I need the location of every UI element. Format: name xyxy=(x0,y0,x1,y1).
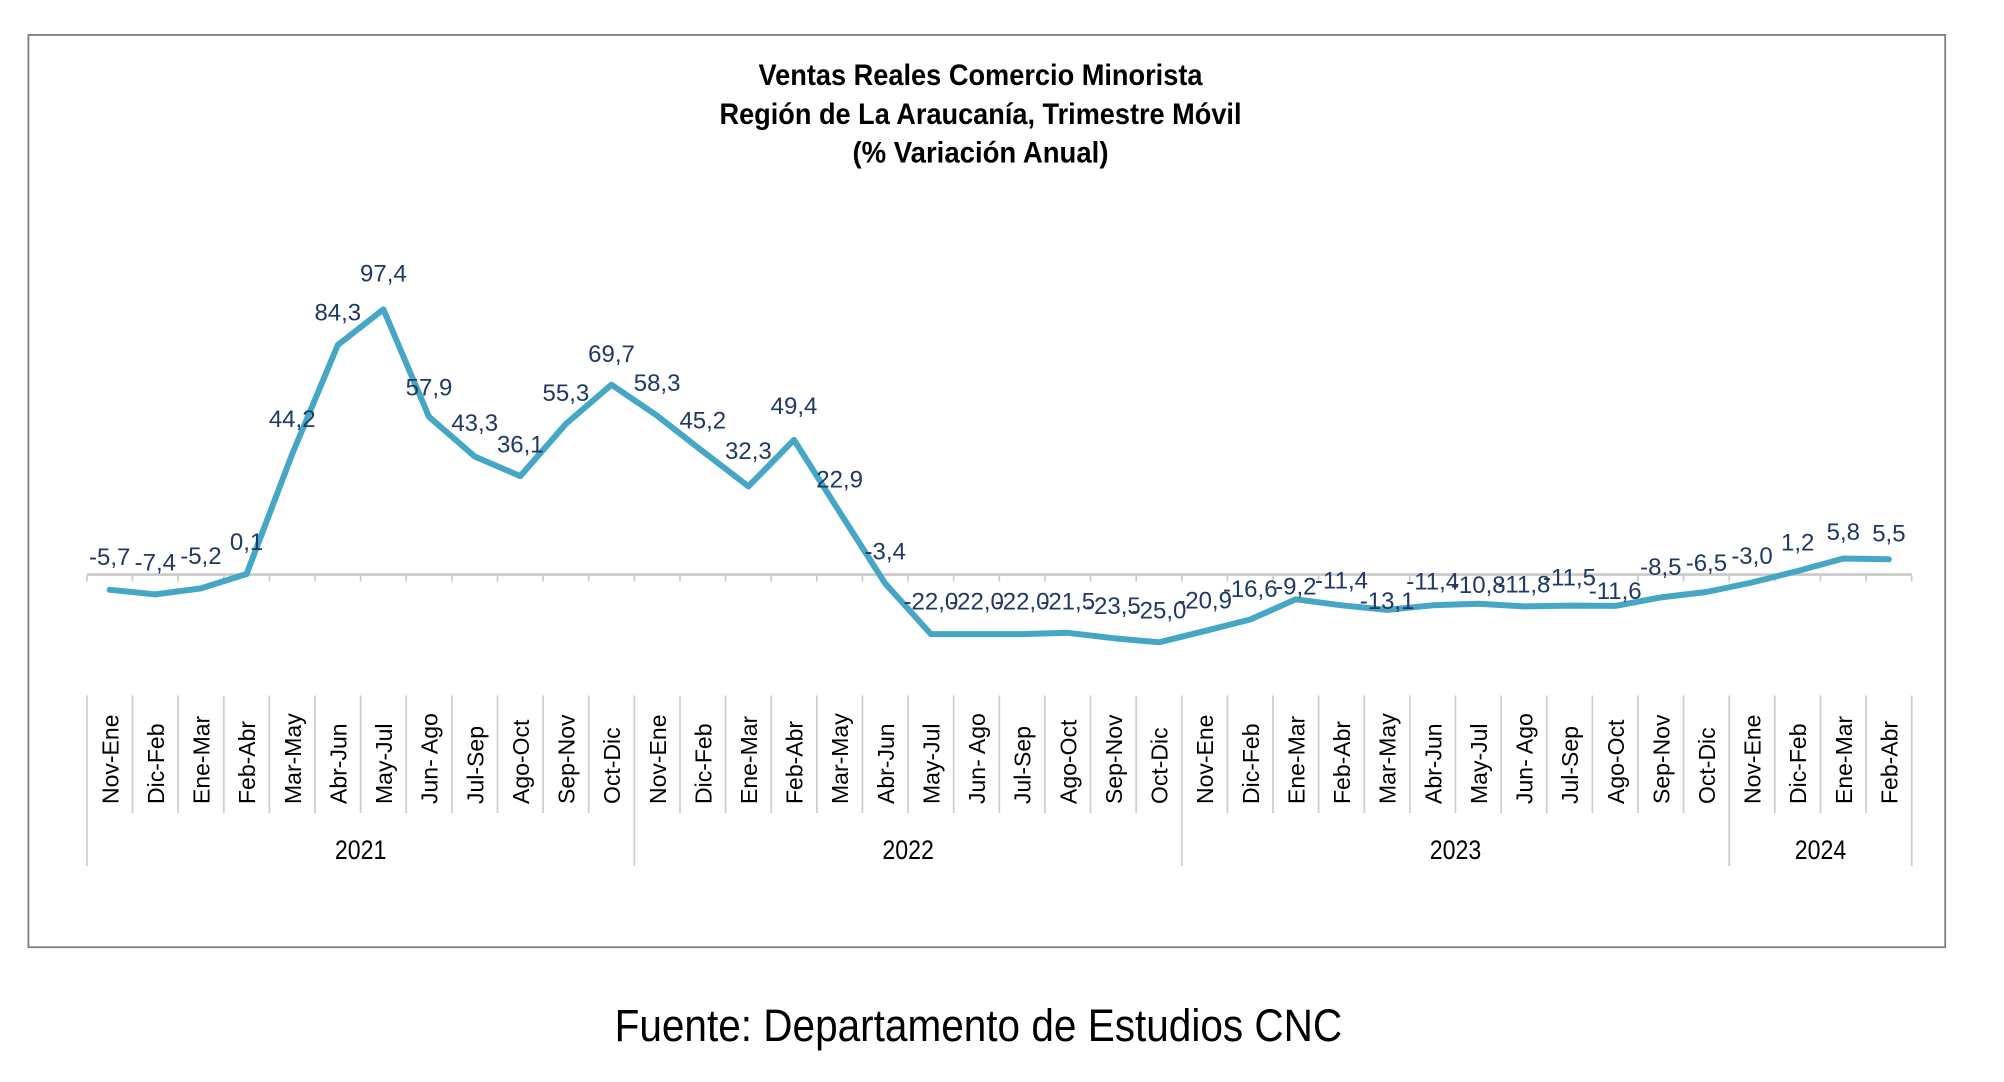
svg-text:Nov-Ene: Nov-Ene xyxy=(1192,715,1218,804)
svg-text:Oct-Dic: Oct-Dic xyxy=(599,727,625,804)
svg-text:97,4: 97,4 xyxy=(360,261,407,288)
svg-text:Oct-Dic: Oct-Dic xyxy=(1147,727,1173,804)
svg-text:Ventas Reales Comercio Minoris: Ventas Reales Comercio Minorista xyxy=(759,59,1203,92)
svg-text:Dic-Feb: Dic-Feb xyxy=(690,723,716,804)
svg-text:-5,7: -5,7 xyxy=(89,544,130,571)
svg-text:45,2: 45,2 xyxy=(679,408,726,435)
svg-text:-13,1: -13,1 xyxy=(1360,588,1415,615)
svg-text:Feb-Abr: Feb-Abr xyxy=(782,721,808,804)
svg-text:-11,4: -11,4 xyxy=(1315,567,1368,594)
svg-text:-3,0: -3,0 xyxy=(1731,543,1772,570)
svg-text:0,1: 0,1 xyxy=(230,529,263,556)
svg-text:Nov-Ene: Nov-Ene xyxy=(645,715,671,804)
svg-text:-22,0: -22,0 xyxy=(949,589,1004,616)
svg-text:Jul-Sep: Jul-Sep xyxy=(462,726,488,804)
svg-text:-20,9: -20,9 xyxy=(1177,588,1232,615)
svg-text:Abr-Jun: Abr-Jun xyxy=(1420,723,1446,804)
svg-text:2024: 2024 xyxy=(1795,835,1847,865)
svg-text:1,2: 1,2 xyxy=(1781,530,1814,557)
svg-text:-6,5: -6,5 xyxy=(1686,550,1727,577)
svg-text:Ago-Oct: Ago-Oct xyxy=(1055,719,1081,804)
svg-text:-22,0: -22,0 xyxy=(995,589,1050,616)
svg-text:58,3: 58,3 xyxy=(634,370,681,397)
svg-text:Jul-Sep: Jul-Sep xyxy=(1010,726,1036,804)
svg-text:-9,2: -9,2 xyxy=(1275,573,1316,600)
svg-text:Oct-Dic: Oct-Dic xyxy=(1694,727,1720,804)
svg-text:2022: 2022 xyxy=(882,835,934,865)
svg-text:-11,4: -11,4 xyxy=(1406,569,1459,596)
svg-text:Jun- Ago: Jun- Ago xyxy=(1512,713,1538,804)
svg-text:Dic-Feb: Dic-Feb xyxy=(1785,723,1811,804)
svg-text:Ago-Oct: Ago-Oct xyxy=(508,719,534,804)
svg-text:57,9: 57,9 xyxy=(406,375,453,402)
svg-text:Dic-Feb: Dic-Feb xyxy=(143,723,169,804)
svg-text:-10,8: -10,8 xyxy=(1451,572,1506,599)
svg-text:Feb-Abr: Feb-Abr xyxy=(1329,721,1355,804)
svg-text:Ene-Mar: Ene-Mar xyxy=(736,715,762,804)
svg-text:55,3: 55,3 xyxy=(543,380,590,407)
svg-text:-5,2: -5,2 xyxy=(180,543,221,570)
svg-text:May-Jul: May-Jul xyxy=(1466,723,1492,804)
svg-text:-23,5: -23,5 xyxy=(1086,593,1141,620)
svg-text:Jun- Ago: Jun- Ago xyxy=(964,713,990,804)
svg-text:Jul-Sep: Jul-Sep xyxy=(1557,726,1583,804)
svg-text:-7,4: -7,4 xyxy=(135,549,176,576)
svg-text:Ene-Mar: Ene-Mar xyxy=(1831,715,1857,804)
svg-text:Ago-Oct: Ago-Oct xyxy=(1603,719,1629,804)
svg-text:Jun- Ago: Jun- Ago xyxy=(417,713,443,804)
svg-text:43,3: 43,3 xyxy=(451,410,498,437)
svg-text:69,7: 69,7 xyxy=(588,341,635,368)
svg-text:-25,0: -25,0 xyxy=(1132,598,1187,625)
svg-text:5,5: 5,5 xyxy=(1872,520,1905,547)
svg-text:(% Variación Anual): (% Variación Anual) xyxy=(853,137,1109,170)
svg-text:May-Jul: May-Jul xyxy=(371,723,397,804)
svg-text:Ene-Mar: Ene-Mar xyxy=(1283,715,1309,804)
svg-text:-11,6: -11,6 xyxy=(1589,578,1642,605)
svg-text:-21,5: -21,5 xyxy=(1040,589,1095,616)
svg-text:2023: 2023 xyxy=(1430,835,1482,865)
svg-text:Feb-Abr: Feb-Abr xyxy=(1877,721,1903,804)
svg-text:Dic-Feb: Dic-Feb xyxy=(1238,723,1264,804)
svg-text:Nov-Ene: Nov-Ene xyxy=(97,715,123,804)
svg-text:-3,4: -3,4 xyxy=(865,539,906,566)
svg-text:Nov-Ene: Nov-Ene xyxy=(1740,715,1766,804)
svg-text:84,3: 84,3 xyxy=(314,299,361,326)
svg-text:-11,5: -11,5 xyxy=(1543,564,1596,591)
svg-text:36,1: 36,1 xyxy=(497,431,544,458)
svg-text:-11,8: -11,8 xyxy=(1497,571,1550,598)
svg-text:Mar-May: Mar-May xyxy=(1375,713,1401,804)
svg-text:May-Jul: May-Jul xyxy=(919,723,945,804)
svg-text:Sep-Nov: Sep-Nov xyxy=(554,714,580,804)
svg-text:32,3: 32,3 xyxy=(725,438,772,465)
svg-text:Feb-Abr: Feb-Abr xyxy=(234,721,260,804)
svg-text:Fuente: Departamento de Estudi: Fuente: Departamento de Estudios CNC xyxy=(615,1000,1343,1051)
svg-text:44,2: 44,2 xyxy=(269,406,316,433)
svg-text:Sep-Nov: Sep-Nov xyxy=(1101,714,1127,804)
svg-text:5,8: 5,8 xyxy=(1827,519,1860,546)
svg-text:Región de La Araucanía, Trimes: Región de La Araucanía, Trimestre Móvil xyxy=(720,98,1242,131)
svg-text:Sep-Nov: Sep-Nov xyxy=(1648,714,1674,804)
svg-text:Mar-May: Mar-May xyxy=(827,713,853,804)
svg-text:-16,6: -16,6 xyxy=(1223,576,1278,603)
svg-text:Abr-Jun: Abr-Jun xyxy=(325,723,351,804)
svg-text:2021: 2021 xyxy=(335,835,387,865)
svg-text:-22,0: -22,0 xyxy=(904,589,959,616)
svg-text:Ene-Mar: Ene-Mar xyxy=(189,715,215,804)
svg-text:Abr-Jun: Abr-Jun xyxy=(873,723,899,804)
svg-text:Mar-May: Mar-May xyxy=(280,713,306,804)
svg-text:22,9: 22,9 xyxy=(816,466,863,493)
svg-text:49,4: 49,4 xyxy=(771,393,818,420)
svg-text:-8,5: -8,5 xyxy=(1640,554,1681,581)
